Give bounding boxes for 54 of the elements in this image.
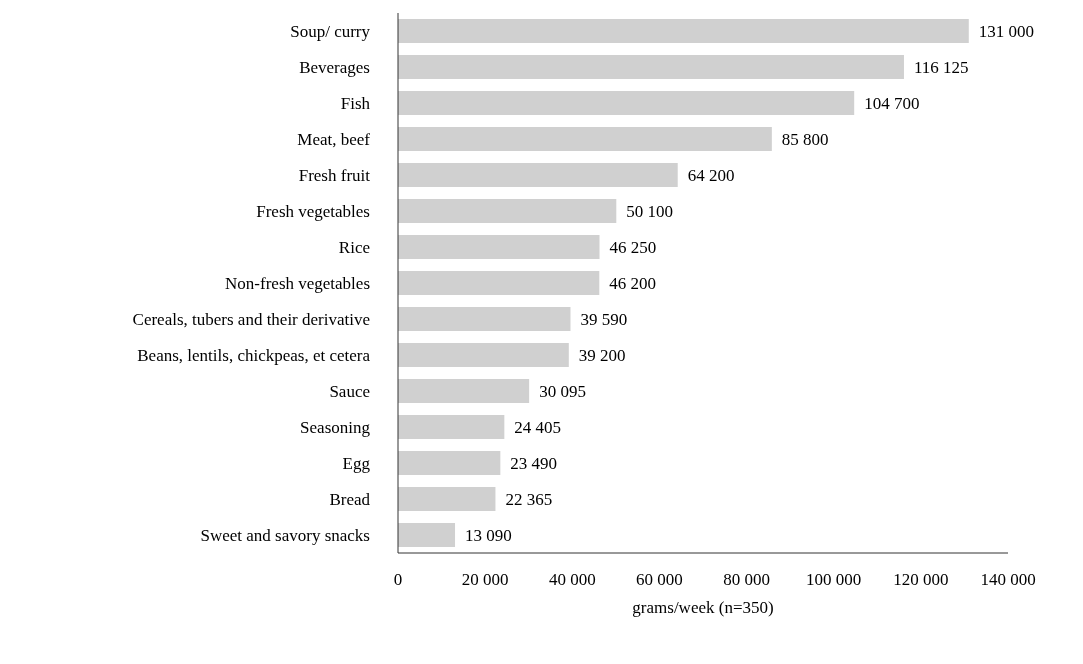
y-tick-label: Fish: [340, 94, 371, 114]
y-tick-label: Fresh vegetables: [256, 202, 370, 222]
y-tick-label: Egg: [342, 454, 371, 474]
bar: [398, 235, 600, 259]
x-tick-label: 100 000: [806, 570, 862, 590]
data-label: 46 250: [609, 238, 657, 258]
y-tick-label: Seasoning: [300, 418, 371, 438]
data-label: 23 490: [510, 454, 558, 474]
data-label: 24 405: [514, 418, 562, 438]
x-tick-label: 40 000: [548, 570, 596, 590]
bar: [398, 451, 501, 475]
data-label: 39 200: [578, 346, 626, 366]
x-tick-label: 0: [393, 570, 403, 590]
bar: [398, 127, 772, 151]
x-tick-label: 60 000: [636, 570, 683, 590]
x-tick-label: 140 000: [980, 570, 1036, 590]
bar: [398, 523, 456, 547]
y-tick-label: Non-fresh vegetables: [225, 274, 370, 294]
data-label: 46 200: [609, 274, 657, 294]
bar: [398, 19, 969, 43]
data-label: 64 200: [687, 166, 735, 186]
y-tick-label: Cereals, tubers and their derivative: [132, 310, 370, 330]
y-tick-label: Sweet and savory snacks: [200, 526, 370, 546]
x-tick-label: 20 000: [461, 570, 509, 590]
data-label: 104 700: [864, 94, 920, 114]
data-label: 22 365: [505, 490, 553, 510]
data-label: 13 090: [465, 526, 512, 546]
data-label: 116 125: [913, 58, 969, 78]
bar: [398, 199, 617, 223]
bar: [398, 91, 855, 115]
x-axis-title: grams/week (n=350): [632, 598, 774, 617]
y-tick-label: Beverages: [299, 58, 370, 78]
bar: [398, 307, 571, 331]
y-tick-label: Meat, beef: [297, 130, 371, 150]
data-label: 85 800: [781, 130, 829, 150]
y-tick-label: Fresh fruit: [298, 166, 371, 186]
bar: [398, 415, 505, 439]
x-tick-label: 120 000: [893, 570, 949, 590]
bar: [398, 271, 600, 295]
bar: [398, 487, 496, 511]
data-label: 39 590: [580, 310, 628, 330]
bar: [398, 379, 530, 403]
x-tick-label: 80 000: [723, 570, 770, 590]
y-tick-label: Beans, lentils, chickpeas, et cetera: [137, 346, 371, 366]
y-tick-label: Soup/ curry: [290, 22, 371, 42]
bar: [398, 343, 569, 367]
y-tick-label: Bread: [329, 490, 371, 510]
y-tick-label: Rice: [338, 238, 370, 258]
bar: [398, 163, 678, 187]
data-label: 30 095: [539, 382, 586, 402]
y-tick-label: Sauce: [329, 382, 370, 402]
bar: [398, 55, 904, 79]
data-label: 50 100: [626, 202, 674, 222]
data-label: 131 000: [978, 22, 1035, 42]
